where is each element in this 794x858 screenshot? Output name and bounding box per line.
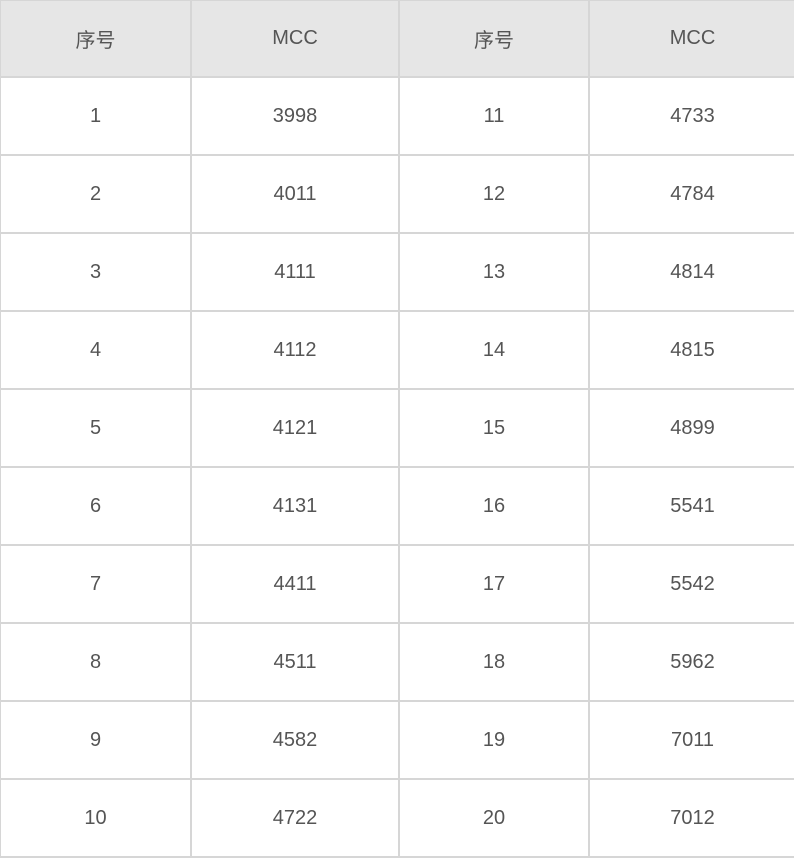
header-mcc: MCC [190,0,400,78]
cell-index: 12 [398,154,590,234]
header-row: 序号 MCC 序号 MCC [0,0,794,78]
table-row: 1 3998 11 4733 [0,76,794,156]
cell-index: 2 [0,154,192,234]
header-index: 序号 [398,0,590,78]
cell-index: 3 [0,232,192,312]
cell-mcc: 4121 [190,388,400,468]
cell-mcc: 4815 [588,310,794,390]
cell-index: 9 [0,700,192,780]
table-row: 8 4511 18 5962 [0,622,794,702]
cell-index: 19 [398,700,590,780]
table-row: 10 4722 20 7012 [0,778,794,858]
table-row: 7 4411 17 5542 [0,544,794,624]
cell-mcc: 4112 [190,310,400,390]
cell-index: 5 [0,388,192,468]
cell-mcc: 4111 [190,232,400,312]
cell-index: 4 [0,310,192,390]
cell-mcc: 5542 [588,544,794,624]
header-mcc: MCC [588,0,794,78]
cell-mcc: 3998 [190,76,400,156]
cell-index: 1 [0,76,192,156]
cell-mcc: 4814 [588,232,794,312]
cell-mcc: 4899 [588,388,794,468]
cell-index: 20 [398,778,590,858]
cell-index: 8 [0,622,192,702]
cell-mcc: 4733 [588,76,794,156]
cell-index: 6 [0,466,192,546]
cell-mcc: 5541 [588,466,794,546]
cell-index: 13 [398,232,590,312]
table-row: 5 4121 15 4899 [0,388,794,468]
cell-mcc: 4582 [190,700,400,780]
table-row: 6 4131 16 5541 [0,466,794,546]
cell-index: 14 [398,310,590,390]
cell-index: 15 [398,388,590,468]
cell-mcc: 4011 [190,154,400,234]
cell-index: 10 [0,778,192,858]
cell-index: 16 [398,466,590,546]
header-index: 序号 [0,0,192,78]
cell-mcc: 5962 [588,622,794,702]
cell-index: 11 [398,76,590,156]
cell-index: 17 [398,544,590,624]
cell-mcc: 4411 [190,544,400,624]
table-row: 4 4112 14 4815 [0,310,794,390]
table-row: 3 4111 13 4814 [0,232,794,312]
cell-index: 7 [0,544,192,624]
cell-index: 18 [398,622,590,702]
cell-mcc: 4722 [190,778,400,858]
cell-mcc: 7012 [588,778,794,858]
cell-mcc: 7011 [588,700,794,780]
table-row: 9 4582 19 7011 [0,700,794,780]
table-row: 2 4011 12 4784 [0,154,794,234]
cell-mcc: 4131 [190,466,400,546]
cell-mcc: 4511 [190,622,400,702]
cell-mcc: 4784 [588,154,794,234]
